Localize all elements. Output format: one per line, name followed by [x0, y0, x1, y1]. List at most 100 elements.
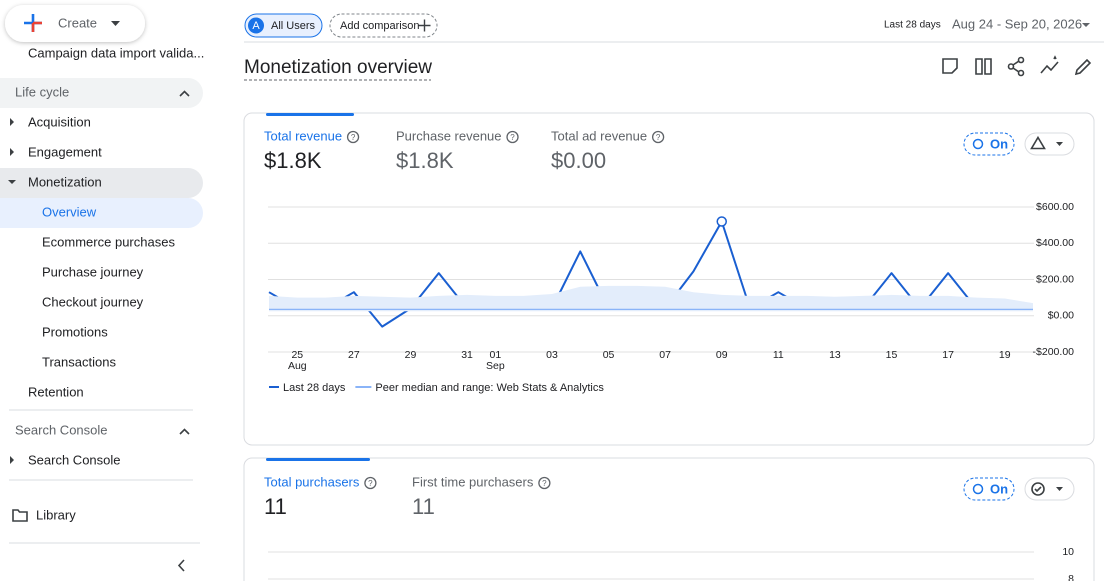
help-icon: [346, 130, 360, 144]
purchasers-card: [243, 457, 1095, 581]
nav-item[interactable]: Retention: [28, 384, 84, 399]
legend-label: Last 28 days: [283, 382, 346, 394]
nav-subitem[interactable]: Ecommerce purchases: [42, 234, 175, 249]
x-month-label: Sep: [486, 360, 505, 372]
selected-metric-tab: [266, 458, 370, 461]
y-tick-label: 10: [1062, 546, 1074, 558]
x-tick-label: 15: [886, 349, 898, 361]
help-mark: ?: [542, 479, 547, 488]
create-arrow: [111, 21, 120, 26]
plus-icon: [418, 19, 431, 32]
help-icon: [538, 476, 551, 490]
nav-item[interactable]: Library: [36, 507, 76, 522]
metric-value: $1.8K: [264, 148, 322, 173]
y-tick-label: $600.00: [1036, 201, 1074, 213]
peer-range: [269, 285, 1033, 312]
collapse-icon[interactable]: [179, 428, 190, 435]
segment-label: All Users: [271, 20, 316, 32]
x-month-label: Aug: [288, 360, 307, 372]
check-icon: [1031, 482, 1045, 496]
folder-icon: [12, 509, 28, 522]
selected-metric-tab: [266, 113, 354, 116]
x-tick-label: 13: [829, 349, 841, 361]
create-label: Create: [58, 15, 97, 30]
nav-item[interactable]: Engagement: [28, 144, 102, 159]
badge-icon: [972, 138, 984, 150]
nav-subitem[interactable]: Checkout journey: [42, 294, 144, 309]
expand-arrow: [8, 180, 16, 184]
edit-icon[interactable]: [1074, 58, 1092, 76]
nav-item[interactable]: Acquisition: [28, 114, 91, 129]
help-icon: [651, 130, 665, 144]
x-tick-label: 05: [603, 349, 615, 361]
badge-label: On: [990, 136, 1008, 151]
badge-label: On: [990, 481, 1008, 496]
metric-label[interactable]: Total revenue: [264, 128, 342, 143]
x-tick-label: 29: [405, 349, 417, 361]
plots: Total revenue ? $1.8K Purchase revenue ? $1.8…: [264, 128, 1074, 581]
x-tick-label: 17: [942, 349, 954, 361]
header: A All Users Add comparison Last 28 days …: [244, 13, 1104, 81]
share-icon[interactable]: [1007, 56, 1025, 77]
help-icon: [364, 476, 377, 490]
metric-label[interactable]: Total purchasers: [264, 474, 360, 489]
date-dropdown[interactable]: [1082, 23, 1090, 27]
x-tick-label: 09: [716, 349, 728, 361]
badge-icon: [972, 483, 984, 495]
metric-value: $1.8K: [396, 148, 454, 173]
badge[interactable]: [963, 132, 1015, 156]
nav-item[interactable]: Search Console: [28, 452, 121, 467]
nav-list: Acquisition Engagement Monetization Retenti…: [8, 114, 175, 467]
section-row-edge: [0, 78, 20, 108]
collapse-icon[interactable]: [179, 90, 190, 97]
section-header[interactable]: Search Console: [15, 422, 108, 437]
help-mark: ?: [368, 479, 373, 488]
x-tick-label: 25: [291, 349, 303, 361]
expand-arrow: [10, 456, 14, 464]
badge[interactable]: [963, 477, 1015, 501]
section-header[interactable]: Life cycle: [15, 84, 69, 99]
y-tick-label: -$200.00: [1033, 346, 1075, 358]
nav-subitem[interactable]: Purchase journey: [42, 264, 144, 279]
metric-label[interactable]: Total ad revenue: [551, 128, 647, 143]
segment-avatar: [248, 17, 264, 34]
x-tick-label: 01: [490, 349, 502, 361]
nav-subitem[interactable]: Promotions: [42, 324, 108, 339]
segment-avatar-letter: A: [252, 20, 260, 32]
insights-icon[interactable]: [1040, 55, 1059, 74]
metric-value: $0.00: [551, 148, 606, 173]
help-mark: ?: [510, 133, 515, 142]
expand-arrow: [10, 118, 14, 126]
add-comparison-label: Add comparison: [340, 20, 420, 32]
check-mark: [1034, 486, 1042, 493]
create-icon-part: [31, 21, 42, 32]
expand-arrow: [10, 148, 14, 156]
x-tick-label: 31: [461, 349, 473, 361]
metric-label[interactable]: First time purchasers: [412, 474, 534, 489]
sidebar: Create Campaign data import valida... Li…: [0, 5, 204, 572]
add-comparison-chip[interactable]: [329, 13, 438, 38]
nav-item[interactable]: Monetization: [28, 174, 102, 189]
y-tick-label: $400.00: [1036, 237, 1074, 249]
help-mark: ?: [351, 133, 356, 142]
collapse-sidebar[interactable]: [177, 559, 185, 572]
alert-dropdown[interactable]: [1024, 132, 1075, 156]
help-mark: ?: [656, 133, 661, 142]
segment-chip[interactable]: [244, 13, 323, 38]
date-range[interactable]: Aug 24 - Sep 20, 2026: [952, 16, 1082, 31]
customize-icon[interactable]: [942, 58, 958, 74]
dropdown-arrow: [1056, 142, 1063, 146]
metric-label[interactable]: Purchase revenue: [396, 128, 502, 143]
dropdown-arrow: [1056, 487, 1063, 491]
nav-subitem[interactable]: Transactions: [42, 354, 116, 369]
legend-label: Peer median and range: Web Stats & Analy…: [375, 382, 604, 394]
create-button[interactable]: [5, 5, 145, 42]
nav-item[interactable]: Campaign data import valida...: [28, 45, 204, 60]
nav-subitem[interactable]: Overview: [42, 204, 97, 219]
metric-value: 11: [264, 494, 287, 519]
compare-icon[interactable]: [975, 58, 992, 75]
metric-value: 11: [412, 494, 435, 519]
selected-row: [0, 198, 203, 228]
warning-icon: [1030, 135, 1046, 150]
